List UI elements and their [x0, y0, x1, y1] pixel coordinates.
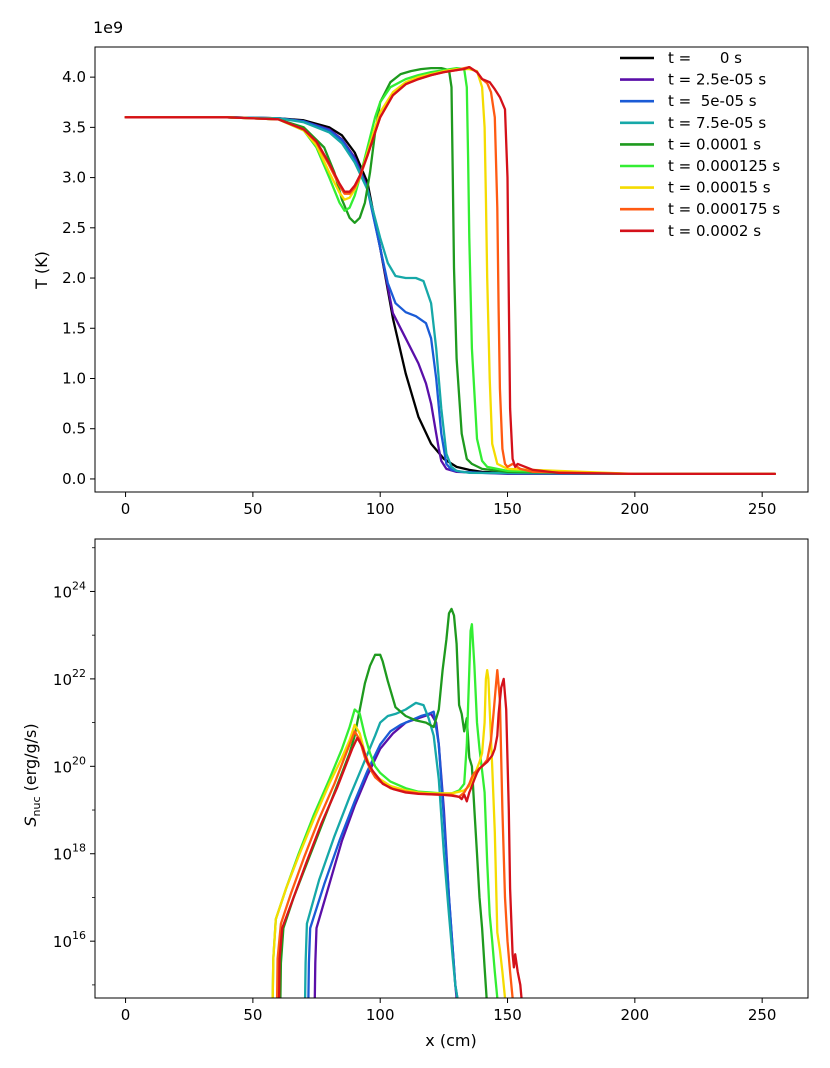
series-line	[124, 65, 777, 476]
x-tick-label: 0	[121, 500, 131, 518]
bottom-axes-frame	[94, 538, 809, 999]
top-plot-area	[124, 65, 777, 476]
legend-label: t = 0.000175 s	[668, 200, 780, 218]
series-line	[279, 607, 488, 998]
y-tick-label: 1.5	[62, 319, 86, 337]
y-tick-label: 0.5	[62, 420, 86, 438]
y-tick-exponent: 18	[72, 842, 86, 855]
top-x-axis: 0 50 100 150 200 250	[121, 492, 777, 518]
x-tick-label: 0	[121, 1006, 131, 1024]
x-tick-label: 50	[243, 1006, 262, 1024]
y-tick-label: 1.0	[62, 369, 86, 387]
ylabel-unit: (erg/g/s)	[21, 723, 40, 796]
legend-label: t = 5e-05 s	[668, 92, 757, 110]
series-line	[307, 710, 459, 998]
top-offset-label: 1e9	[93, 18, 123, 37]
legend-label: t = 2.5e-05 s	[668, 71, 766, 89]
y-tick-label: 0.0	[62, 470, 86, 488]
x-tick-label: 150	[493, 1006, 522, 1024]
top-axes-frame	[94, 46, 809, 493]
series-line	[277, 677, 523, 998]
y-tick-label: 1022	[53, 667, 86, 689]
x-tick-label: 250	[748, 1006, 777, 1024]
y-tick-base: 10	[53, 758, 72, 776]
top-panel: 1e9 0 50 100 150 200 250 0.0 0.5 1.0 1.5 2.0 2.5 3.…	[32, 18, 809, 518]
legend-label: t = 0.000125 s	[668, 157, 780, 175]
y-tick-base: 10	[53, 671, 72, 689]
y-tick-base: 10	[53, 583, 72, 601]
x-tick-label: 250	[748, 500, 777, 518]
series-line	[124, 66, 777, 476]
y-tick-label: 1018	[53, 842, 86, 864]
legend-label: t = 7.5e-05 s	[668, 114, 766, 132]
y-tick-label: 1024	[53, 579, 86, 601]
x-tick-label: 50	[243, 500, 262, 518]
legend: t = 0 s t = 2.5e-05 s t = 5e-05 s t = 7.5e-…	[620, 49, 780, 240]
bottom-y-axis-label: Snuc (erg/g/s)	[21, 723, 43, 826]
y-tick-exponent: 22	[72, 667, 86, 680]
series-line	[124, 67, 777, 476]
y-tick-label: 1016	[53, 929, 86, 951]
series-line	[271, 668, 507, 998]
legend-label: t = 0.0002 s	[668, 222, 761, 240]
legend-label: t = 0 s	[668, 49, 742, 67]
x-tick-label: 150	[493, 500, 522, 518]
y-tick-label: 3.0	[62, 169, 86, 187]
y-tick-exponent: 24	[72, 579, 86, 592]
y-tick-exponent: 16	[72, 929, 86, 942]
ylabel-subscript: nuc	[30, 796, 43, 816]
bottom-x-axis: 0 50 100 150 200 250	[121, 998, 777, 1024]
y-tick-exponent: 20	[72, 754, 86, 767]
x-tick-label: 200	[621, 500, 650, 518]
top-y-axis: 0.0 0.5 1.0 1.5 2.0 2.5 3.0 3.5 4.0	[62, 68, 95, 488]
y-tick-label: 2.5	[62, 219, 86, 237]
bottom-plot-area	[271, 607, 523, 998]
y-tick-label: 1020	[53, 754, 86, 776]
y-tick-label: 3.5	[62, 118, 86, 136]
x-tick-label: 200	[621, 1006, 650, 1024]
x-tick-label: 100	[366, 1006, 395, 1024]
y-tick-base: 10	[53, 846, 72, 864]
top-y-axis-label: T (K)	[32, 251, 51, 290]
y-tick-label: 2.0	[62, 269, 86, 287]
series-line	[124, 116, 777, 476]
y-tick-label: 4.0	[62, 68, 86, 86]
legend-label: t = 0.00015 s	[668, 179, 771, 197]
bottom-x-axis-label: x (cm)	[425, 1031, 476, 1050]
y-tick-base: 10	[53, 933, 72, 951]
x-tick-label: 100	[366, 500, 395, 518]
legend-label: t = 0.0001 s	[668, 135, 761, 153]
ylabel-base: S	[21, 816, 40, 826]
